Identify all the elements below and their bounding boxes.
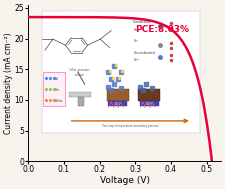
Text: PCE:8.03%: PCE:8.03% <box>135 25 189 34</box>
Y-axis label: Current density (mA cm⁻²): Current density (mA cm⁻²) <box>4 32 13 134</box>
X-axis label: Voltage (V): Voltage (V) <box>100 176 150 185</box>
